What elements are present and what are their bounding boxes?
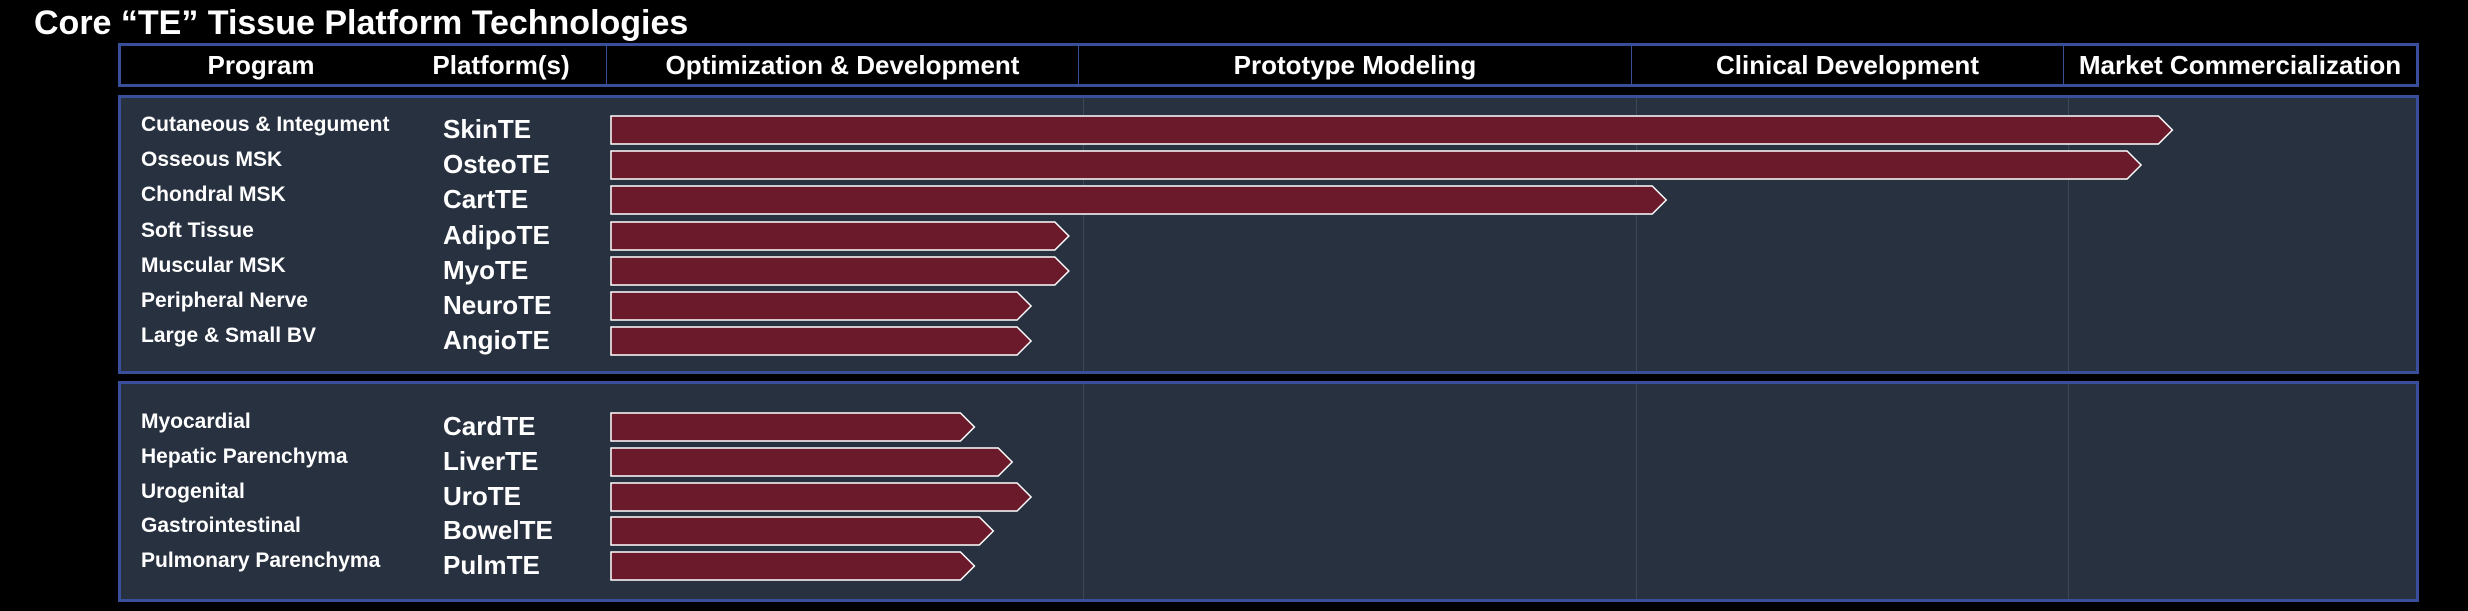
program-label: Large & Small BV — [141, 324, 317, 348]
platform-label: LiverTE — [443, 445, 539, 476]
progress-bar-arrow — [610, 481, 1033, 512]
program-label: Hepatic Parenchyma — [141, 444, 348, 468]
platform-label: UroTE — [443, 480, 521, 511]
progress-bar-arrow — [610, 220, 1070, 251]
progress-bar — [610, 256, 1070, 286]
progress-bar-arrow — [610, 447, 1014, 477]
platform-label: MyoTE — [443, 254, 529, 285]
platform-label: CartTE — [443, 184, 529, 215]
header-phase-prototype: Prototype Modeling — [1233, 50, 1477, 80]
platform-label: NeuroTE — [443, 290, 552, 320]
progress-bar — [610, 115, 2174, 145]
program-label: Cutaneous & Integument — [141, 113, 390, 136]
progress-bar — [610, 185, 1668, 216]
header-program: Program — [207, 50, 315, 80]
progress-bar — [610, 447, 1014, 477]
header-divider — [606, 46, 607, 84]
progress-bar-arrow — [610, 256, 1070, 286]
program-label: Chondral MSK — [141, 183, 286, 207]
progress-bar — [610, 412, 976, 442]
progress-bar — [610, 150, 2143, 180]
progress-bar-arrow — [610, 412, 976, 442]
header-divider — [1631, 46, 1632, 84]
platform-label: AdipoTE — [443, 219, 550, 250]
progress-bar — [610, 326, 1033, 356]
platform-label: OsteoTE — [443, 149, 550, 180]
phase-gridline — [2068, 384, 2069, 599]
progress-bar — [610, 291, 1033, 321]
program-label: Myocardial — [141, 410, 251, 433]
phase-gridline — [2068, 98, 2069, 371]
platform-label: SkinTE — [443, 114, 532, 144]
progress-bar-arrow — [610, 150, 2143, 180]
progress-bar-arrow — [610, 291, 1033, 321]
program-label: Gastrointestinal — [141, 514, 301, 538]
program-label: Muscular MSK — [141, 253, 286, 277]
program-label: Soft Tissue — [141, 218, 254, 242]
program-panel-primary: Cutaneous & Integument SkinTE Osseous MSK O… — [118, 95, 2419, 374]
program-label: Osseous MSK — [141, 148, 283, 172]
progress-bar-arrow — [610, 551, 976, 581]
program-label: Urogenital — [141, 479, 245, 503]
header-phase-market: Market Commercialization — [2078, 50, 2402, 80]
program-panel-secondary: Myocardial CardTE Hepatic Parenchyma LiverT… — [118, 381, 2419, 602]
progress-bar-arrow — [610, 185, 1668, 216]
progress-bar-arrow — [610, 326, 1033, 356]
phase-gridline — [1083, 98, 1084, 371]
phase-gridline — [1636, 98, 1637, 371]
progress-bar-arrow — [610, 115, 2174, 145]
phase-gridline — [1636, 384, 1637, 599]
header-phase-optimization: Optimization & Development — [665, 50, 1020, 80]
progress-bar-arrow — [610, 516, 995, 547]
phase-header: Program Platform(s) Optimization & Devel… — [118, 43, 2419, 87]
progress-bar — [610, 481, 1033, 512]
progress-bar — [610, 516, 995, 547]
program-label: Pulmonary Parenchyma — [141, 549, 381, 573]
platform-label: PulmTE — [443, 550, 540, 581]
header-platforms: Platform(s) — [432, 50, 570, 80]
progress-bar — [610, 551, 976, 581]
phase-gridline — [1083, 384, 1084, 599]
header-phase-clinical: Clinical Development — [1716, 50, 1979, 80]
header-divider — [2063, 46, 2064, 84]
platform-label: BowelTE — [443, 515, 553, 546]
program-label: Peripheral Nerve — [141, 289, 308, 312]
platform-label: AngioTE — [443, 325, 550, 356]
page-title: Core “TE” Tissue Platform Technologies — [34, 4, 689, 42]
progress-bar — [610, 220, 1070, 251]
header-divider — [1078, 46, 1079, 84]
platform-label: CardTE — [443, 411, 536, 441]
